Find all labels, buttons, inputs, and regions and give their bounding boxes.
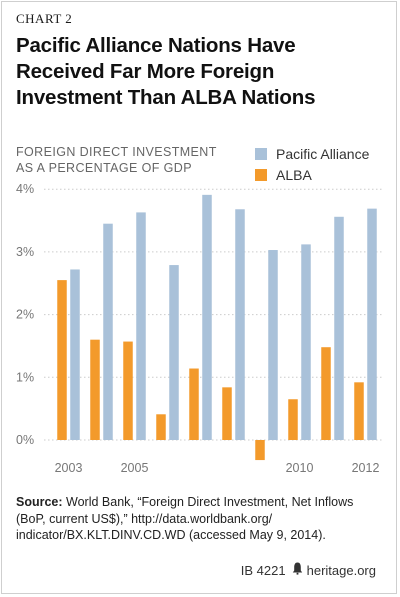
x-tick-label: 2003 — [55, 461, 83, 475]
y-axis-label-line: FOREIGN DIRECT INVESTMENT — [16, 145, 217, 159]
y-tick-label: 3% — [16, 245, 34, 259]
bar-alba-2010 — [288, 399, 298, 440]
bar-chart-plot: 0% 1% 2% 3% 4% 2003 2005 2010 2012 — [16, 182, 382, 475]
liberty-bell-icon — [292, 562, 303, 578]
y-axis-label: FOREIGN DIRECT INVESTMENT AS A PERCENTAG… — [16, 144, 217, 176]
source-label: Source: — [16, 495, 63, 509]
bar-pacific-alliance-2006 — [169, 265, 179, 440]
title-line: Received Far More Foreign — [16, 60, 275, 83]
y-tick-label: 1% — [16, 370, 34, 384]
bar-alba-2006 — [156, 414, 166, 440]
y-tick-label: 2% — [16, 308, 34, 322]
chart-number: CHART 2 — [16, 11, 73, 26]
source-line: indicator/BX.KLT.DINV.CD.WD (accessed Ma… — [16, 528, 326, 542]
y-tick-label: 0% — [16, 433, 34, 447]
bar-alba-2007 — [189, 368, 199, 440]
legend-swatch-alba — [255, 168, 267, 181]
bar-alba-2004 — [90, 339, 100, 440]
bar-pacific-alliance-2009 — [268, 250, 278, 440]
bar-pacific-alliance-2007 — [202, 194, 212, 440]
source-text: World Bank, “Foreign Direct Investment, … — [62, 495, 354, 509]
footer-site: heritage.org — [306, 562, 376, 578]
bar-alba-2009 — [255, 440, 265, 461]
x-tick-label: 2005 — [121, 461, 149, 475]
bar-pacific-alliance-2004 — [103, 223, 113, 440]
legend-item-alba: ALBA — [255, 165, 369, 184]
y-axis-label-line: AS A PERCENTAGE OF GDP — [16, 161, 192, 175]
legend: Pacific Alliance ALBA — [255, 144, 369, 186]
x-tick-label: 2010 — [286, 461, 314, 475]
source-line: Source: World Bank, “Foreign Direct Inve… — [16, 494, 388, 511]
legend-label-alba: ALBA — [276, 166, 312, 183]
bar-alba-2005 — [123, 341, 133, 440]
bar-pacific-alliance-2012 — [367, 208, 377, 440]
legend-item-pacific-alliance: Pacific Alliance — [255, 144, 369, 163]
bar-pacific-alliance-2011 — [334, 216, 344, 440]
bar-alba-2012 — [354, 382, 364, 440]
title-line: Pacific Alliance Nations Have — [16, 34, 296, 57]
bar-alba-2008 — [222, 387, 232, 440]
bar-pacific-alliance-2008 — [235, 209, 245, 440]
chart-title: Pacific Alliance Nations Have Received F… — [16, 33, 388, 111]
legend-label-pacific-alliance: Pacific Alliance — [276, 145, 370, 162]
legend-swatch-pacific-alliance — [255, 147, 267, 160]
footer: IB 4221 heritage.org — [241, 562, 376, 578]
source-line: (BoP, current US$),” http://data.worldba… — [16, 511, 273, 526]
x-tick-label: 2012 — [352, 461, 380, 475]
title-line: Investment Than ALBA Nations — [16, 86, 316, 109]
source-note: Source: World Bank, “Foreign Direct Inve… — [16, 494, 388, 544]
bar-pacific-alliance-2010 — [301, 244, 311, 440]
footer-id: IB 4221 — [240, 562, 286, 578]
y-tick-label: 4% — [16, 182, 34, 196]
bar-pacific-alliance-2005 — [136, 212, 146, 440]
bar-alba-2003 — [57, 280, 67, 440]
bar-pacific-alliance-2003 — [70, 269, 80, 440]
bar-alba-2011 — [321, 347, 331, 440]
